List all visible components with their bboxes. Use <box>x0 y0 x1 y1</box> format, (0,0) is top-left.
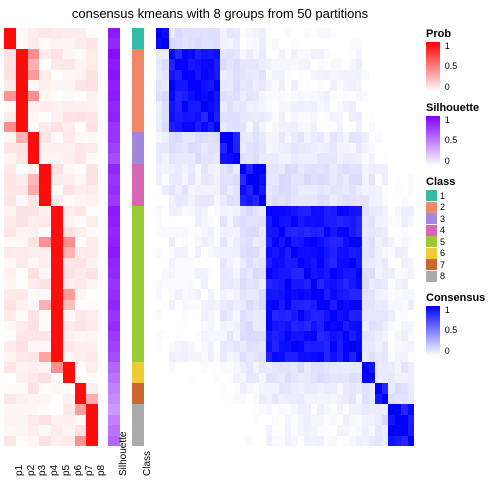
class-column <box>132 28 144 446</box>
legend-sil-ticks: 10.50 <box>445 116 475 166</box>
plot-title: consensus kmeans with 8 groups from 50 p… <box>0 6 440 21</box>
consensus-heatmap <box>156 28 414 446</box>
legend-class-title: Class <box>426 176 498 188</box>
plot-area: p1p2p3p4p5p6p7p8SilhouetteClass <box>4 28 414 446</box>
prob-heatmap <box>4 28 98 446</box>
legend-cons-title: Consensus <box>426 292 498 304</box>
legend-prob-gradient <box>426 42 440 92</box>
legend-cons-gradient <box>426 306 440 356</box>
legend-prob-title: Prob <box>426 28 498 40</box>
legend-sil-title: Silhouette <box>426 102 498 114</box>
legend-prob-ticks: 10.50 <box>445 42 475 92</box>
legend-sil: Silhouette 10.50 <box>426 102 498 166</box>
legend-prob: Prob 10.50 <box>426 28 498 92</box>
legend-cons: Consensus 10.50 <box>426 292 498 356</box>
legends: Prob 10.50 Silhouette 10.50 Class 123456… <box>426 28 498 366</box>
legend-class-swatches: 12345678 <box>426 190 498 282</box>
legend-sil-gradient <box>426 116 440 166</box>
legend-class: Class 12345678 <box>426 176 498 282</box>
silhouette-column <box>108 28 120 446</box>
legend-cons-ticks: 10.50 <box>445 306 475 356</box>
